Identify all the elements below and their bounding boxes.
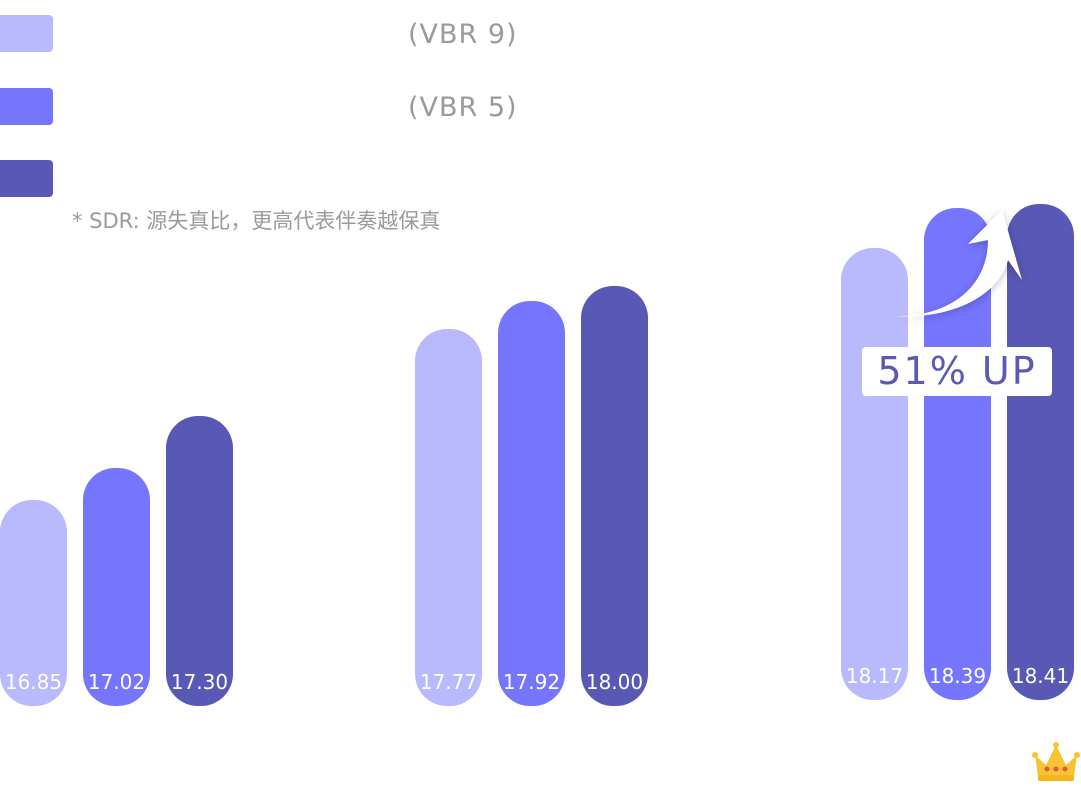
bar-g3-s3 — [1007, 204, 1074, 700]
bar-value-label-g1-s3: 17.30 — [170, 670, 229, 694]
bar-value-label-g3-s3: 18.41 — [1011, 664, 1070, 688]
bar-value-label-g3-s2: 18.39 — [928, 664, 987, 688]
bar-value-label-g2-s3: 18.00 — [585, 670, 644, 694]
bar-g2-s1 — [415, 329, 482, 706]
bar-value-label-g3-s1: 18.17 — [845, 664, 904, 688]
bar-g1-s3 — [166, 416, 233, 706]
legend-swatch-3 — [0, 160, 53, 197]
legend-label-2: (VBR 5) — [408, 92, 518, 123]
bar-g2-s3 — [581, 286, 648, 706]
legend-swatch-2 — [0, 88, 53, 125]
bar-g1-s1 — [0, 500, 67, 706]
bar-value-label-g1-s2: 17.02 — [87, 670, 146, 694]
crown-icon — [1032, 742, 1080, 781]
legend-label-1: (VBR 9) — [408, 19, 518, 50]
legend-swatch-1 — [0, 15, 53, 52]
bar-g1-s2 — [83, 468, 150, 706]
bar-value-label-g2-s2: 17.92 — [502, 670, 561, 694]
bar-g2-s2 — [498, 301, 565, 706]
curved-arrow-up-icon — [892, 210, 1022, 317]
bar-value-label-g2-s1: 17.77 — [419, 670, 478, 694]
bar-value-label-g1-s1: 16.85 — [4, 670, 63, 694]
improvement-badge-text: 51% UP — [877, 349, 1037, 393]
bar-g3-s1 — [841, 248, 908, 700]
improvement-badge — [862, 347, 1052, 396]
footnote: * SDR: 源失真比，更高代表伴奏越保真 — [72, 209, 441, 233]
